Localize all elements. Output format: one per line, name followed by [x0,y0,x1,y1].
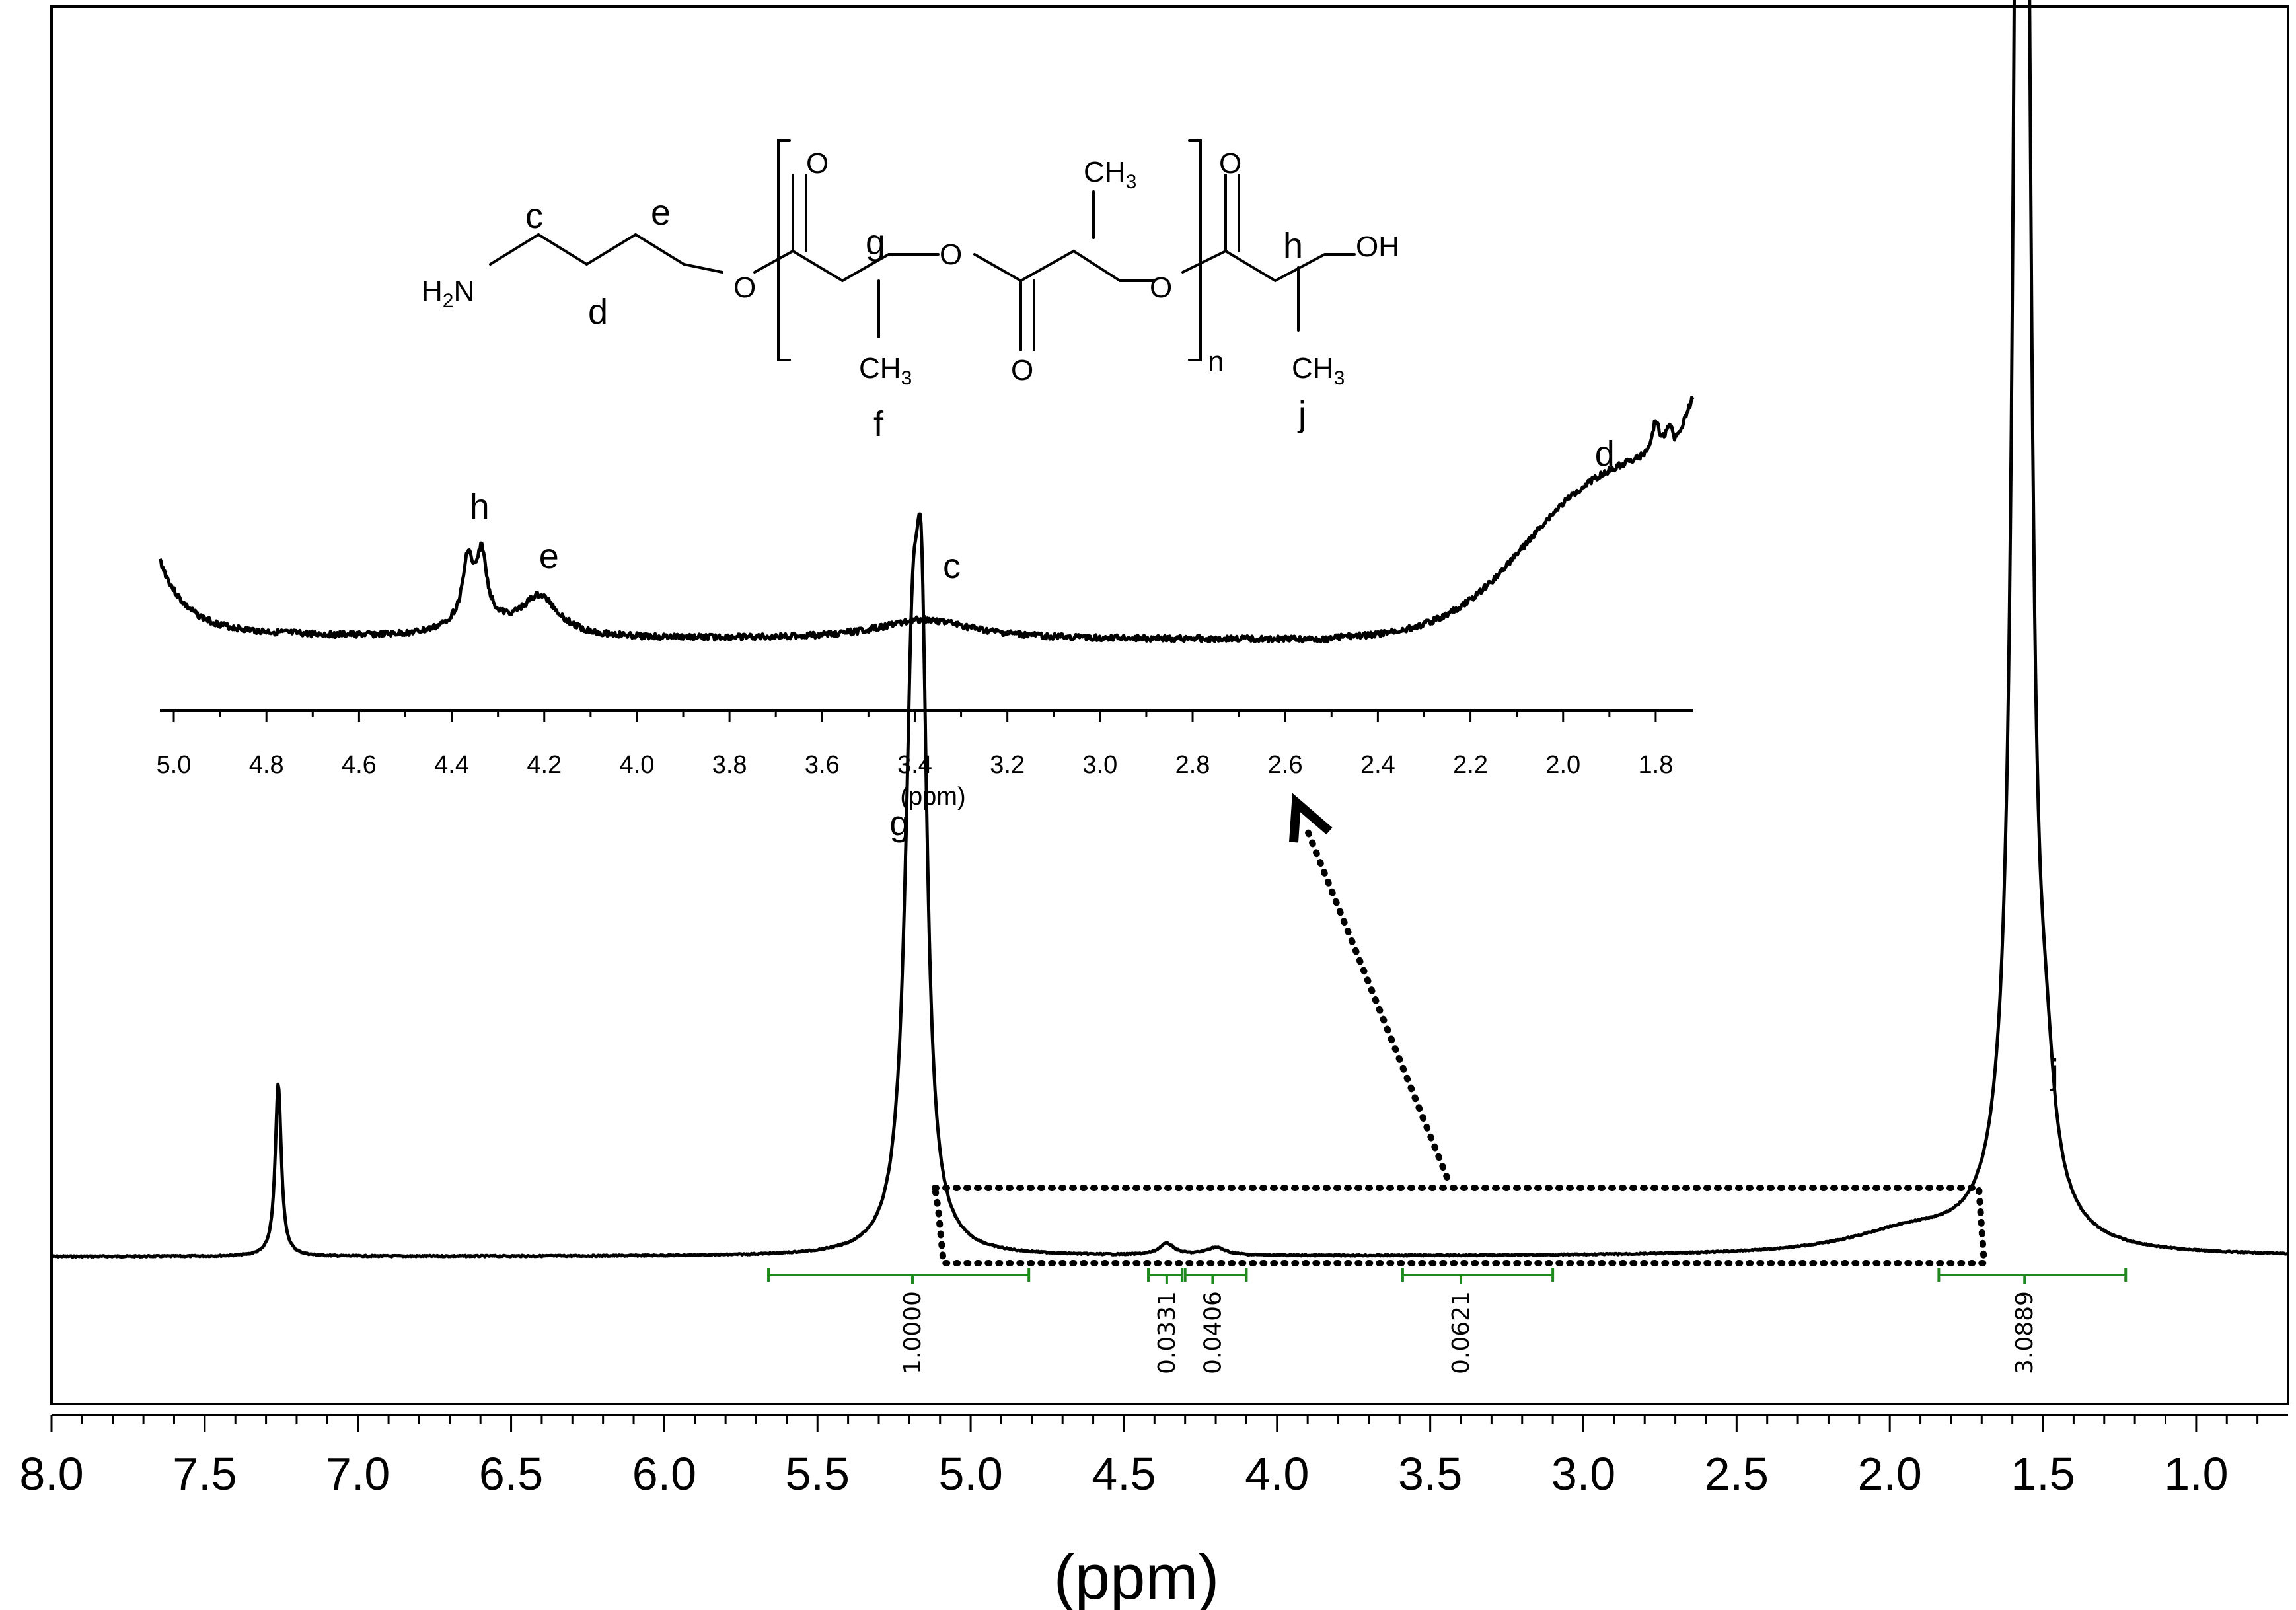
inset-axis-tick-label: 3.8 [712,751,747,779]
integral-1.0000: 1.0000 [767,1268,1031,1374]
repeat-n: n [1208,346,1224,378]
main-axis-tick-label: 1.5 [2011,1448,2075,1500]
inset-x-axis: 5.0 4.8 4.6 4.4 4.2 4.0 3.8 3.6 3.4 3.2 3.0 2.8 2.6 2… [157,710,1674,779]
main-axis-tick-label: 2.5 [1705,1448,1769,1500]
main-axis-tick-label: 4.0 [1245,1448,1309,1500]
inset-axis-tick-label: 5.0 [157,751,192,779]
main-spectrum-line [50,0,2289,1259]
bond-carbonyl1 [792,174,807,252]
main-x-axis-title: (ppm) [1054,1542,1220,1610]
main-axis-tick-label: 1.0 [2164,1448,2228,1500]
bond-c-g [792,250,940,283]
inset-axis-tick-label: 3.4 [897,751,932,779]
inset-peak-label-h: h [470,487,490,527]
main-axis-tick-label: 8.0 [19,1448,83,1500]
zoom-region-indicator [931,821,1988,1266]
integral-regions: 1.0000 0.0331 0.0406 0.0621 3.0889 [767,1268,2128,1374]
inset-axis-tick-label: 4.2 [527,751,562,779]
right-bracket [1188,139,1202,361]
inset-axis-tick-label: 1.8 [1639,751,1674,779]
atom-oh: OH [1356,231,1399,263]
integral-value: 0.0331 [1154,1291,1181,1374]
chemical-structure-atoms: H2N O O O O CH3 CH3 O O OH CH3 n c d e g… [422,147,1399,444]
label-g: g [866,223,885,262]
bond-c-h [1224,250,1356,283]
integral-0.0406: 0.0406 [1183,1268,1248,1374]
integral-value: 1.0000 [899,1291,926,1374]
peak-label-j: j [2050,1052,2059,1092]
bond-chain [489,233,723,274]
atom-o-carbonyl3: O [1219,147,1241,180]
inset-peak-label-c: c [943,546,961,586]
zoom-arrow-line [1302,821,1450,1181]
inset-peak-labels: h e c d [470,434,1615,586]
zoom-arrow-head [1289,793,1333,843]
main-axis-tick-label: 7.0 [326,1448,390,1500]
label-f: f [873,404,884,444]
integral-value: 0.0621 [1448,1291,1475,1374]
atom-h2n: H2N [422,275,474,312]
main-axis-tick-label: 5.5 [786,1448,850,1500]
main-axis-tick-label: 3.0 [1551,1448,1615,1500]
main-axis-tick-label: 3.5 [1398,1448,1462,1500]
bond-o2-c [973,253,1022,282]
integral-0.0331: 0.0331 [1147,1268,1184,1374]
inset-axis-tick-label: 4.4 [434,751,469,779]
inset-axis-tick-label: 4.8 [249,751,284,779]
inset-axis-tick-label: 4.6 [342,751,377,779]
main-peak-labels: g f j [889,0,2067,1092]
inset-axis-tick-label: 3.6 [805,751,840,779]
main-axis-tick-label: 4.5 [1092,1448,1156,1500]
atom-o-carbonyl2: O [1011,354,1033,386]
main-axis-tick-label: 2.0 [1858,1448,1922,1500]
atom-ch3-f: CH3 [859,352,912,389]
inset-peak-label-e: e [539,536,559,576]
bond-c-ch [1019,249,1154,282]
bond-carbonyl3 [1224,174,1240,252]
zoom-region-box [931,1185,1988,1266]
inset-axis-tick-label: 2.2 [1453,751,1488,779]
main-axis-tick-label: 7.5 [172,1448,237,1500]
chemical-structure [489,139,1356,361]
inset-plot: 5.0 4.8 4.6 4.4 4.2 4.0 3.8 3.6 3.4 3.2 3.0 2.8 2.6 2… [157,396,1695,811]
inset-axis-tick-label: 3.2 [990,751,1025,779]
atom-o1: O [733,272,756,304]
inset-axis-tick-label: 2.0 [1545,751,1580,779]
main-x-axis: 8.0 7.5 7.0 6.5 6.0 5.5 5.0 4.5 4.0 3.5 3.0 2.5 2.0 1… [19,1414,2288,1500]
atom-o3: O [1150,272,1172,304]
integral-value: 3.0889 [2011,1291,2038,1374]
peak-label-f: f [2057,0,2067,1]
atom-o-carbonyl1: O [806,147,829,180]
label-e: e [651,193,671,233]
main-axis-tick-label: 5.0 [938,1448,1002,1500]
peak-label-g: g [889,803,909,843]
integral-0.0621: 0.0621 [1401,1268,1555,1374]
bond-o3-c [1181,250,1227,274]
atom-ch3-j: CH3 [1292,352,1345,389]
integral-3.0889: 3.0889 [1937,1268,2128,1374]
label-j: j [1297,394,1306,434]
inset-axis-tick-label: 2.8 [1175,751,1210,779]
label-h: h [1283,226,1303,266]
inset-axis-tick-label: 2.4 [1360,751,1395,779]
inset-axis-tick-label: 2.6 [1268,751,1303,779]
inset-axis-tick-label: 3.0 [1082,751,1117,779]
inset-spectrum-line [158,396,1695,644]
inset-x-axis-title: (ppm) [900,783,965,811]
bond-o1-c [753,250,794,274]
label-c: c [525,196,543,236]
inset-axis-tick-label: 4.0 [620,751,655,779]
bond-carbonyl2 [1019,279,1035,351]
left-bracket [777,139,791,361]
atom-ch3-top: CH3 [1084,156,1136,193]
main-axis-tick-label: 6.0 [632,1448,696,1500]
main-axis-tick-label: 6.5 [479,1448,543,1500]
plot-frame [50,5,2289,1405]
integral-value: 0.0406 [1199,1291,1226,1374]
inset-peak-label-d: d [1595,434,1615,474]
label-d: d [588,292,608,332]
atom-o2: O [940,238,962,271]
